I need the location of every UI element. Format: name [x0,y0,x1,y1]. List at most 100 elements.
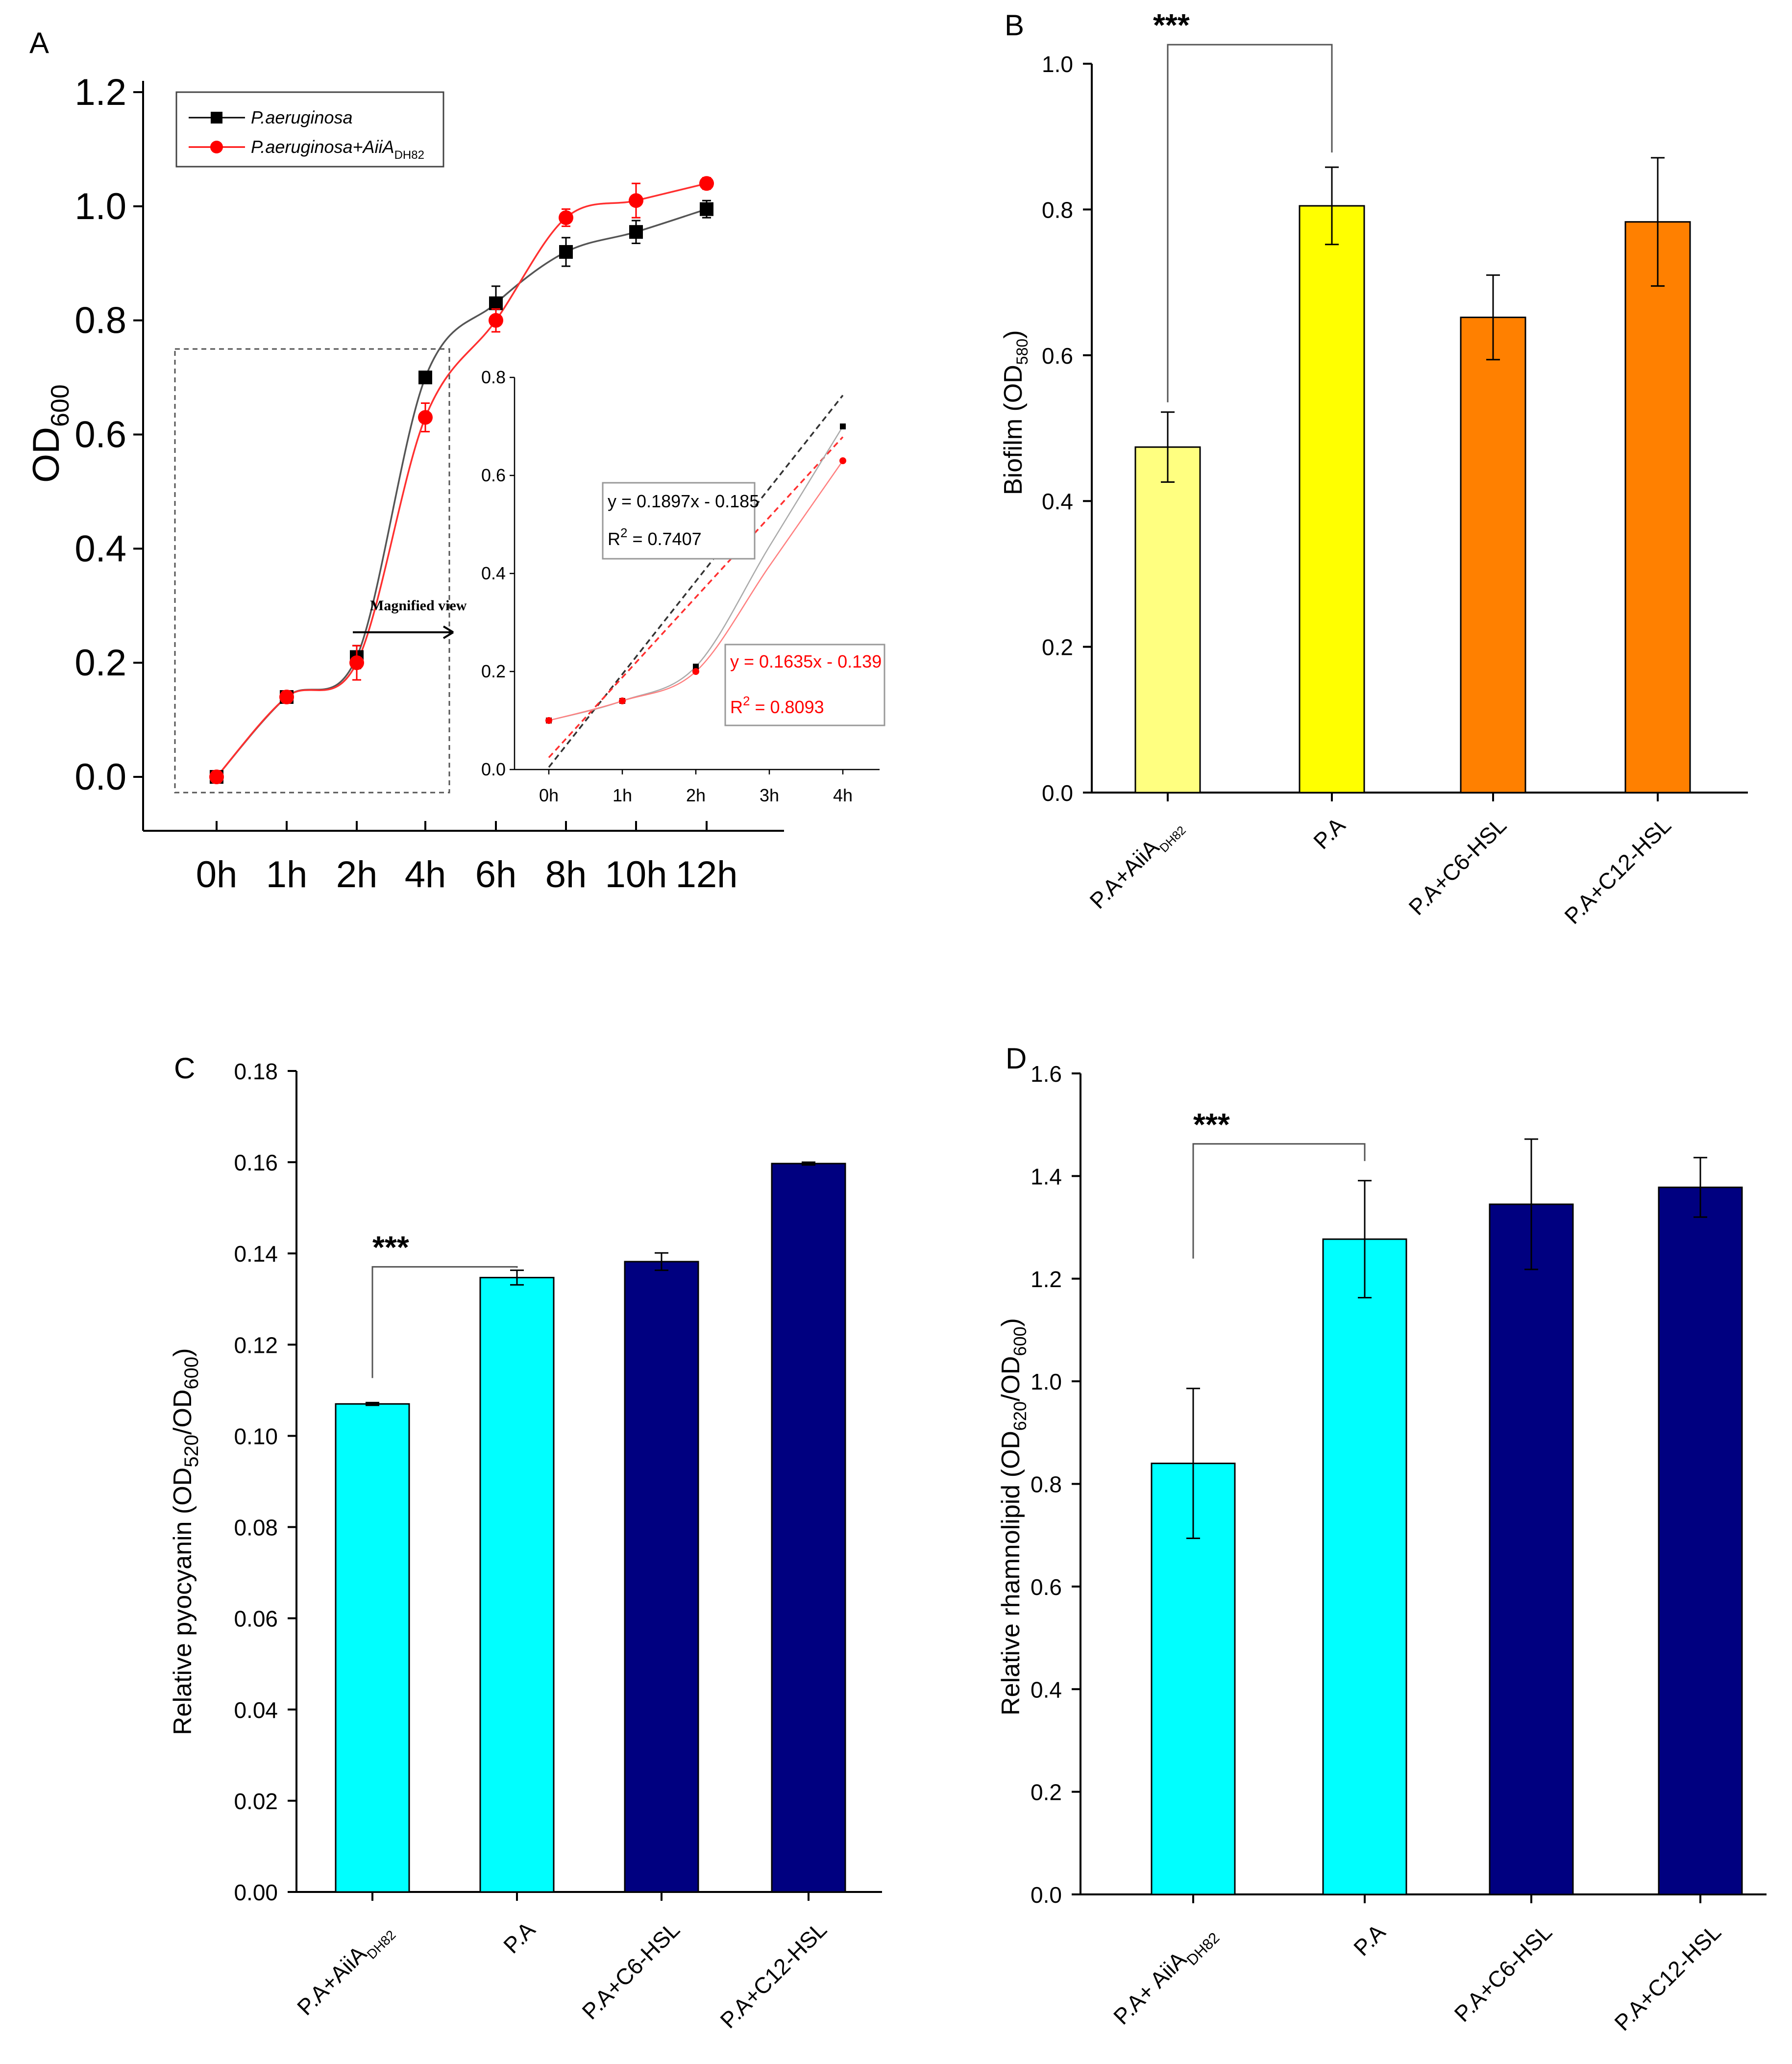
inset-x-tick-label: 1h [613,785,632,805]
inset-points [545,423,846,724]
inset-point-circle [692,668,699,675]
panel-a-inset: 0.0 0.2 0.4 0.6 0.8 0h 1h 2h 3h 4h y = 0.1897x -… [481,367,885,805]
eq-red-r2: R2 = 0.8093 [730,694,824,717]
data-point-circle [349,655,364,671]
data-point-circle [559,210,573,225]
panel-c-y-label: Relative pyocyanin (OD520/OD600) [169,1348,202,1735]
inset-y-tick-label: 0.0 [481,759,506,779]
inset-y-tick-label: 0.4 [481,563,506,583]
panel-d-letter: D [1006,1042,1027,1075]
significance-bracket [371,1266,518,1378]
y-tick-label: 0.4 [1031,1677,1062,1702]
eq-black-line1: y = 0.1897x - 0.185 [608,491,759,511]
y-tick-label: 0.18 [234,1059,278,1084]
panel-d-y-ticks: 0.0 0.2 0.4 0.6 0.8 1.0 1.2 1.4 1.6 [1031,1061,1080,1908]
inset-y-tick-label: 0.6 [481,465,506,485]
y-tick-label: 0.08 [234,1515,278,1541]
panel-a-legend: P.aeruginosa P.aeruginosa+AiiADH82 [175,91,444,168]
y-tick-label: 0.00 [234,1880,278,1905]
y-tick-label: 0.04 [234,1697,278,1723]
panel-b-bars [1134,157,1691,794]
y-tick-label: 0.6 [1031,1574,1062,1600]
y-tick-label: 0.6 [74,414,126,456]
panel-b-y-label: Biofilm (OD580) [999,330,1031,495]
x-tick-label: P.A+C6-HSL [577,1916,685,2024]
data-point-circle [489,313,503,328]
data-point-circle [418,410,433,425]
y-tick-label: 1.2 [74,72,126,113]
bar [1624,221,1691,794]
significance-label: *** [372,1230,409,1265]
y-tick-label: 1.0 [1042,51,1073,77]
x-tick-label: P.A+C6-HSL [1449,1919,1557,2027]
y-tick-label: 0.4 [74,528,126,570]
x-tick-label: P.A+C12-HSL [1559,812,1676,929]
inset-y-tick-label: 0.8 [481,367,506,387]
y-tick-label: 0.8 [1031,1472,1062,1497]
inset-x-tick-label: 0h [539,785,559,805]
bar [479,1277,555,1893]
x-tick-label: 12h [676,854,738,895]
x-tick-label: P.A [1349,1919,1390,1961]
legend-label-pa: P.aeruginosa [251,107,353,127]
eq-red-line1: y = 0.1635x - 0.139 [730,651,882,671]
inset-y-tick-label: 0.2 [481,661,506,681]
y-tick-label: 0.8 [74,300,126,342]
legend-label-pa-aiia: P.aeruginosa+AiiADH82 [251,137,424,162]
y-tick-label: 0.14 [234,1241,278,1267]
bar [1658,1186,1743,1895]
y-tick-label: 0.0 [1031,1882,1062,1908]
inset-x-tick-label: 2h [686,785,706,805]
panel-c-x-ticks: P.A+AiiADH82 P.A P.A+C6-HSL P.A+C12-HSL [292,1892,832,2033]
inset-x-tick-label: 4h [833,785,853,805]
bar [1322,1238,1407,1895]
panel-a-y-label: OD600 [25,384,74,483]
x-tick-label: 1h [266,854,308,895]
panel-c-y-ticks: 0.00 0.02 0.04 0.06 0.08 0.10 0.12 0.14 0.16 0.18 [234,1059,296,1905]
x-tick-label: 8h [545,854,587,895]
x-tick-label: P.A [1308,812,1350,854]
x-tick-label: P.A+ AiiADH82 [1108,1919,1223,2034]
y-tick-label: 0.0 [74,756,126,798]
magnified-view-label: Magnified view [370,597,467,614]
eq-box-red [724,644,885,726]
panel-a-y-ticks: 0.0 0.2 0.4 0.6 0.8 1.0 1.2 [74,72,143,798]
data-point-circle [629,193,643,208]
inset-fit-lines [548,395,844,768]
bar [1460,316,1526,794]
panel-b-y-ticks: 0.0 0.2 0.4 0.6 0.8 1.0 [1042,51,1092,806]
bar [1299,205,1365,794]
data-point-square [700,202,713,216]
panel-b-x-ticks: P.A+AiiADH82 P.A P.A+C6-HSL P.A+C12-HSL [1084,793,1676,929]
y-tick-label: 0.0 [1042,780,1073,806]
legend-marker-circle [210,141,223,153]
data-point-square [559,245,573,259]
x-tick-label: 10h [605,854,667,895]
y-tick-label: 1.0 [74,186,126,227]
panel-b-letter: B [1005,9,1024,42]
panel-b-significance: *** [1153,7,1333,402]
y-tick-label: 1.6 [1031,1061,1062,1087]
x-tick-label: P.A [498,1916,540,1958]
panel-a-letter: A [29,26,49,59]
panel-a: A 0.00.20.40.60.81.01.2 0h 1h 2h 4h 6h 8h 10h 1… [25,26,885,895]
y-tick-label: 0.4 [1042,489,1073,514]
y-tick-label: 1.0 [1031,1369,1062,1394]
panel-d-bars [1151,1138,1743,1895]
panel-d-significance: *** [1192,1107,1366,1259]
bar [335,1403,410,1893]
inset-fit-line-red [548,436,844,758]
panel-d-y-label: Relative rhamnolipid (OD620/OD600) [997,1318,1030,1716]
panel-c-significance: *** [371,1230,518,1378]
x-tick-label: P.A+C6-HSL [1403,812,1511,920]
panel-c: C 0.000.020.040.060.080.100.120.140.160.… [169,1052,882,2033]
y-tick-label: 0.06 [234,1606,278,1632]
inset-point-square [840,423,846,429]
inset-curve-1 [548,460,844,721]
x-tick-label: 4h [405,854,446,895]
eq-black-r2: R2 = 0.7407 [608,525,702,549]
x-tick-label: 2h [336,854,378,895]
inset-point-circle [619,697,626,704]
panel-c-letter: C [174,1052,195,1085]
y-tick-label: 1.2 [1031,1267,1062,1292]
